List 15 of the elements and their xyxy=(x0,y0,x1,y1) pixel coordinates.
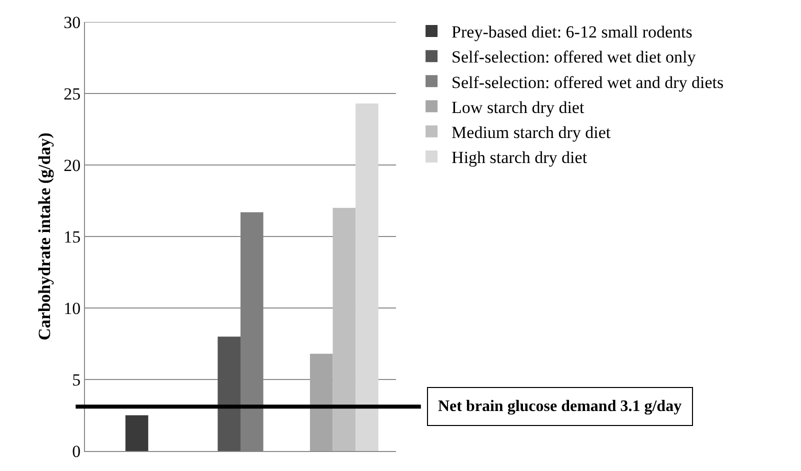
legend-label: Self-selection: offered wet and dry diets xyxy=(452,72,724,92)
y-tick-label: 5 xyxy=(72,370,81,390)
y-tick-label: 30 xyxy=(64,12,81,32)
y-tick-label: 15 xyxy=(64,227,81,246)
legend-label: Medium starch dry diet xyxy=(452,123,611,142)
legend-label: Prey-based diet: 6-12 small rodents xyxy=(452,22,692,42)
y-tick-label: 10 xyxy=(64,298,81,318)
legend-label: Low starch dry diet xyxy=(452,98,584,117)
y-axis-title: Carbohydrate intake (g/day) xyxy=(35,132,54,340)
ref-line-label: Net brain glucose demand 3.1 g/day xyxy=(438,398,682,415)
y-tick-label: 25 xyxy=(64,84,81,104)
legend-label: High starch dry diet xyxy=(452,148,588,168)
legend-label: Self-selection: offered wet diet only xyxy=(452,48,696,67)
y-tick-label: 20 xyxy=(64,156,81,175)
y-tick-label: 0 xyxy=(72,442,81,461)
